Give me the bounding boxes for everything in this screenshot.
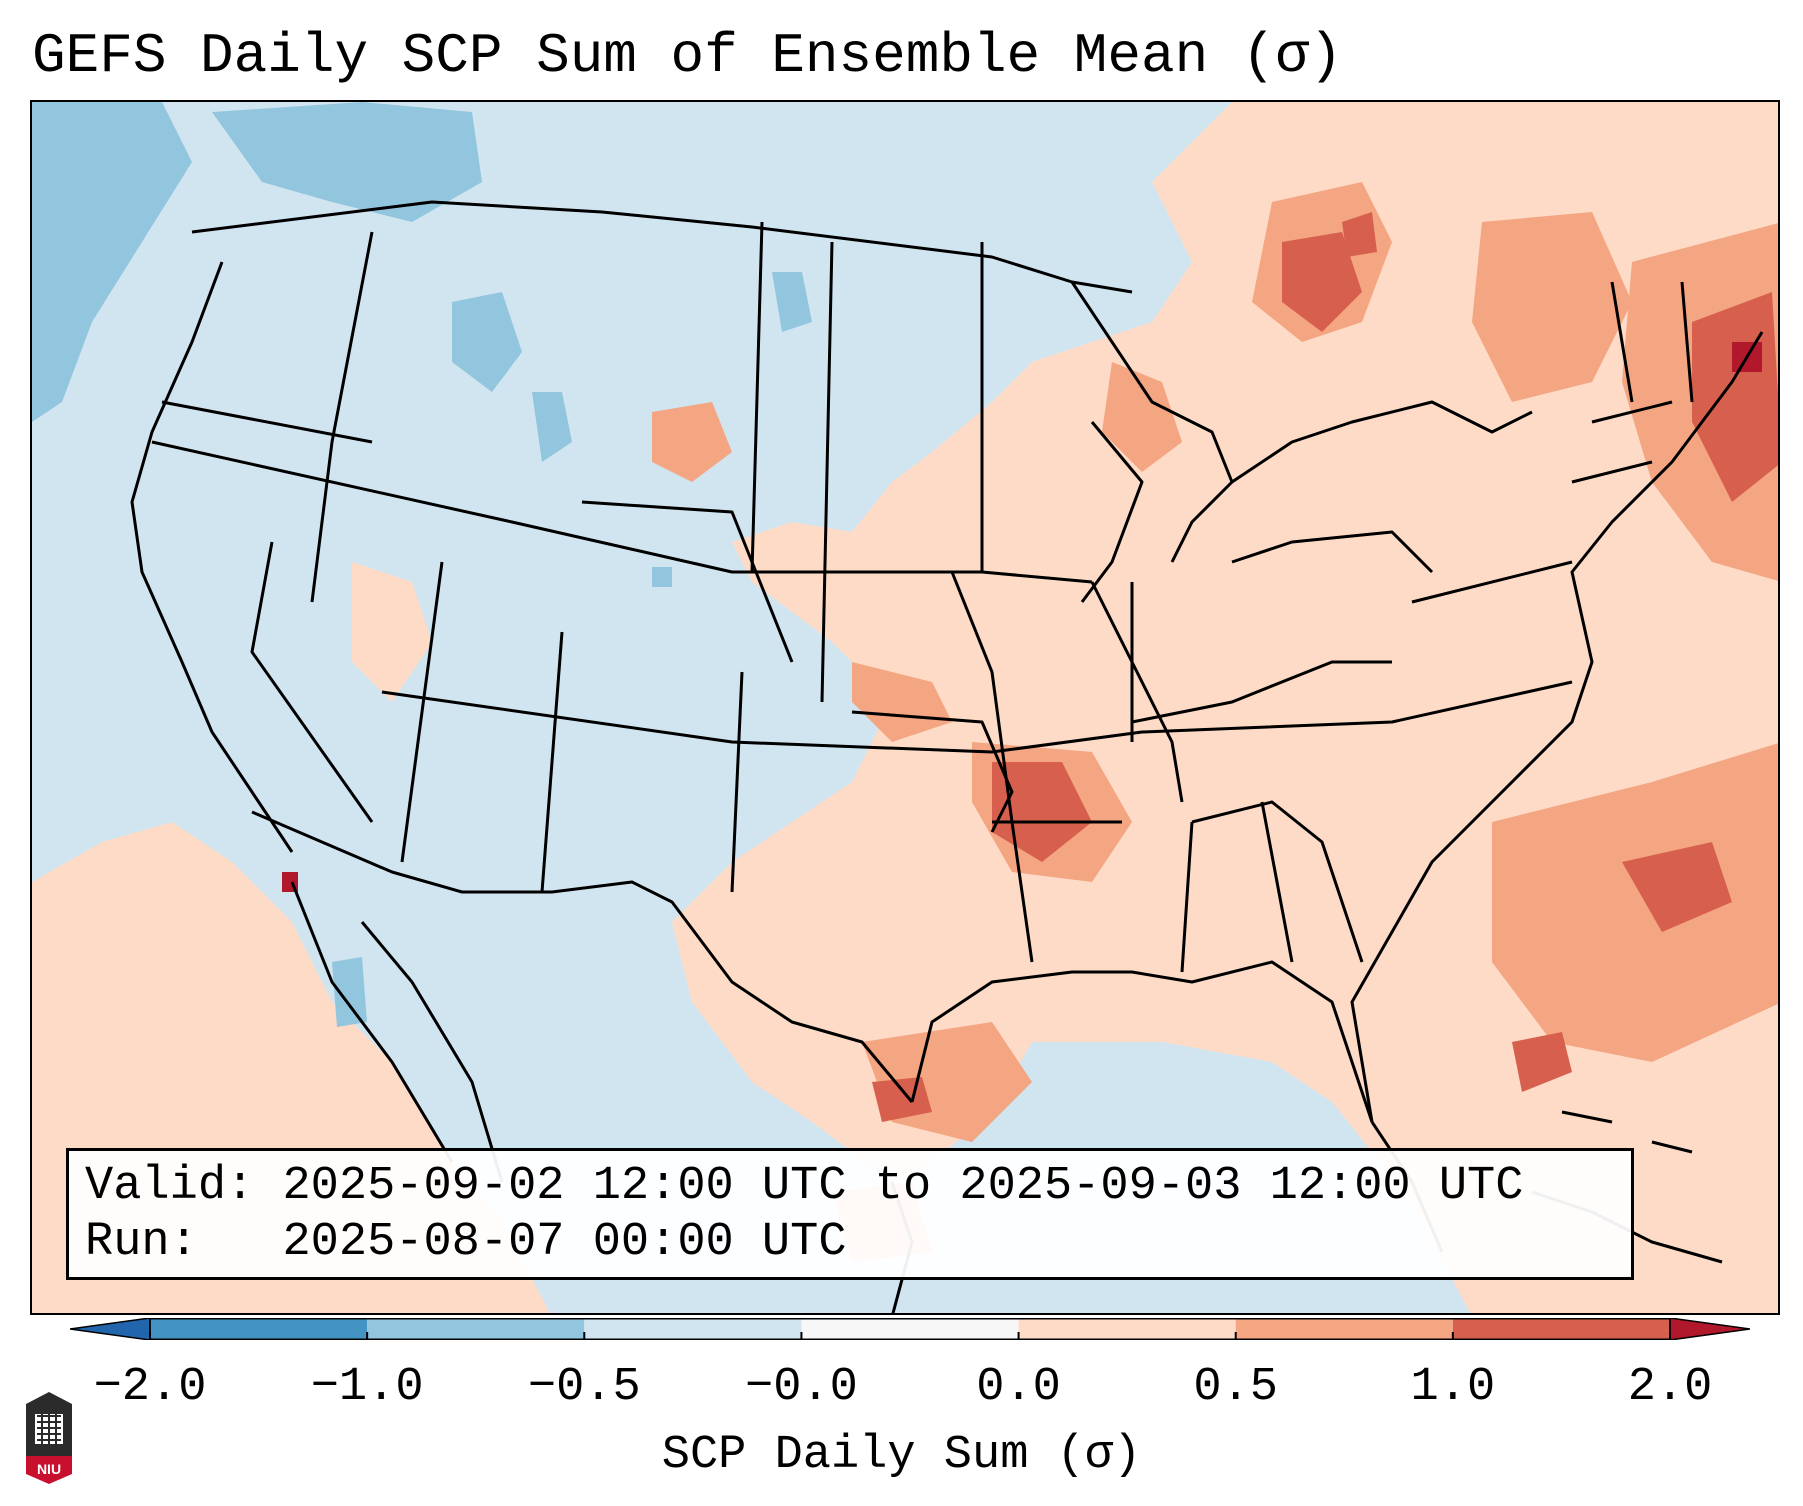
colorbar-overflow-arrow [1669,1318,1750,1340]
niu-logo-icon: NIU [26,1392,72,1484]
colorbar-tick-label: 2.0 [1627,1361,1713,1414]
colorbar-tick-label: −1.0 [310,1361,424,1414]
colorbar-outline [149,1318,1671,1340]
colorbar-tick-label: 0.5 [1193,1361,1279,1414]
political-boundaries [130,200,1764,1313]
colorbar-bin [1018,1318,1236,1340]
colorbar-tick-label: −2.0 [93,1361,207,1414]
colorbar-tick-label: −0.5 [527,1361,641,1414]
colorbar-bin [1235,1318,1453,1340]
run-time: 2025-08-07 00:00 UTC [282,1216,847,1269]
colorbar-tick-label: 1.0 [1410,1361,1496,1414]
colorbar-underflow-arrow [70,1318,151,1340]
valid-time-range: 2025-09-02 12:00 UTC to 2025-09-03 12:00… [282,1160,1524,1213]
valid-label: Valid: [85,1160,255,1213]
colorbar-bin [801,1318,1019,1340]
logo-text: NIU [37,1461,61,1477]
colorbar-bin [367,1318,585,1340]
colorbar-bin [584,1318,802,1340]
validity-info-box: Valid: 2025-09-02 12:00 UTC to 2025-09-0… [66,1148,1634,1280]
colorbar-tick-label: 0.0 [976,1361,1061,1414]
map-canvas [32,102,1778,1313]
colorbar-tick-labels: −2.0 −1.0 −0.5 −0.0 0.0 0.5 1.0 2.0 [0,1360,1803,1420]
map-panel [30,100,1780,1315]
colorbar-tick-label: −0.0 [745,1361,858,1414]
colorbar-label: SCP Daily Sum (σ) [661,1429,1142,1482]
colorbar-bin [1452,1318,1670,1340]
colorbar-bin [150,1318,368,1340]
colorbar [70,1318,1750,1340]
chart-title: GEFS Daily SCP Sum of Ensemble Mean (σ) [32,24,1343,88]
run-label: Run: [85,1216,198,1269]
field-negative-moderate [32,102,812,1027]
